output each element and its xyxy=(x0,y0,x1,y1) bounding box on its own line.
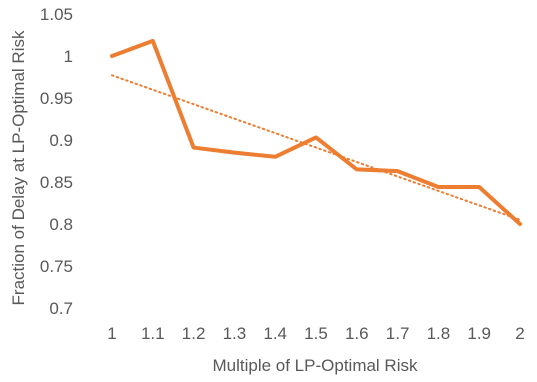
trendline xyxy=(111,74,521,221)
x-axis-title: Multiple of LP-Optimal Risk xyxy=(212,356,418,375)
trendline-layer xyxy=(111,74,521,221)
y-tick-label: 0.7 xyxy=(49,299,73,318)
x-tick-label: 1.3 xyxy=(223,324,247,343)
series-line xyxy=(110,38,522,226)
y-tick-label: 1 xyxy=(64,47,73,66)
y-tick-label: 0.85 xyxy=(40,173,73,192)
y-tick-label: 0.8 xyxy=(49,215,73,234)
x-tick-label: 1.9 xyxy=(467,324,491,343)
x-tick-label: 1.6 xyxy=(345,324,369,343)
x-axis-ticks: 1 1.1 1.2 1.3 1.4 1.5 1.6 1.7 1.8 1.9 2 xyxy=(107,324,524,343)
x-tick-label: 1.2 xyxy=(182,324,206,343)
y-tick-label: 1.05 xyxy=(40,5,73,24)
y-axis-ticks: 0.7 0.75 0.8 0.85 0.9 0.95 1 1.05 xyxy=(40,5,73,318)
x-tick-label: 1.1 xyxy=(141,324,165,343)
y-axis-title: Fraction of Delay at LP-Optimal Risk xyxy=(9,30,28,305)
x-tick-label: 1.4 xyxy=(263,324,287,343)
x-tick-label: 1.7 xyxy=(386,324,410,343)
y-tick-label: 0.75 xyxy=(40,257,73,276)
series-layer xyxy=(110,38,522,226)
x-tick-label: 1.8 xyxy=(427,324,451,343)
y-tick-label: 0.9 xyxy=(49,131,73,150)
x-tick-label: 2 xyxy=(515,324,524,343)
x-tick-label: 1.5 xyxy=(304,324,328,343)
y-tick-label: 0.95 xyxy=(40,89,73,108)
x-tick-label: 1 xyxy=(107,324,116,343)
